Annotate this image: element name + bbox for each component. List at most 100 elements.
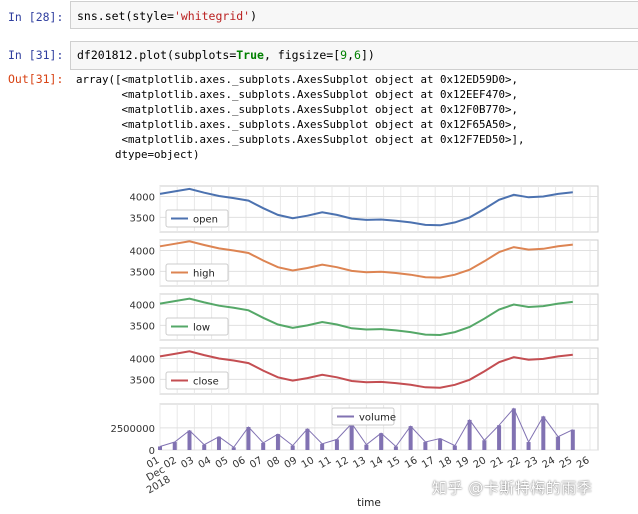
legend-box <box>331 407 395 426</box>
y-tick-label: 0 <box>149 446 155 457</box>
x-tick-label: 19 <box>455 455 472 471</box>
code-string: 'whitegrid' <box>173 9 251 23</box>
output-line: <matplotlib.axes._subplots.AxesSubplot o… <box>76 103 519 116</box>
code-text: sns.set(style= <box>77 9 174 23</box>
x-tick-label-line: 13 <box>351 455 368 471</box>
subplot-frame <box>159 347 599 395</box>
y-tick-label: 3500 <box>130 375 155 386</box>
subplot-open: 3500 4000 open <box>130 185 599 233</box>
subplot-high: 3500 4000 high <box>130 239 599 287</box>
x-tick-label-line: 17 <box>420 455 437 471</box>
series-line-open <box>159 187 573 227</box>
code-input-box[interactable]: sns.set(style='whitegrid') <box>70 1 638 29</box>
legend-label: open <box>193 215 218 226</box>
x-tick-label-line: 24 <box>541 455 558 471</box>
x-tick-label-line: 21 <box>489 455 506 471</box>
x-tick-label-line: 15 <box>386 455 403 471</box>
output-line: array([<matplotlib.axes._subplots.AxesSu… <box>76 73 519 86</box>
legend-label: high <box>193 269 215 280</box>
subplots-line-chart: 3500 4000 open 3500 4000 high 3500 4000 low 3500 4… <box>110 185 599 509</box>
x-tick-label-line: 23 <box>523 455 540 471</box>
y-tick-label: 3500 <box>130 267 155 278</box>
x-tick-label: 15 <box>386 455 403 471</box>
y-tick-label: 2500000 <box>110 424 155 435</box>
x-tick-label-line: 08 <box>265 455 282 471</box>
output-line: dtype=object) <box>76 148 200 161</box>
x-tick-label: 04 <box>197 455 214 471</box>
x-tick-label: 01Dec2018 <box>134 455 173 496</box>
x-tick-label: 13 <box>351 455 368 471</box>
y-tick-label: 3500 <box>130 321 155 332</box>
output-text: array([<matplotlib.axes._subplots.AxesSu… <box>76 72 525 162</box>
x-tick-label: 25 <box>558 455 575 471</box>
output-prompt: Out[31]: <box>8 72 64 86</box>
x-tick-label: 11 <box>317 455 334 471</box>
code-number: 9 <box>340 48 348 62</box>
x-tick-label-line: 19 <box>455 455 472 471</box>
output-line: <matplotlib.axes._subplots.AxesSubplot o… <box>76 133 525 146</box>
subplot-low: 3500 4000 low <box>130 293 599 341</box>
code-keyword: True <box>236 48 264 62</box>
code-number: 6 <box>354 48 361 62</box>
legend-label: volume <box>359 413 396 424</box>
x-tick-label-line: 16 <box>403 455 420 471</box>
x-tick-label: 21 <box>489 455 506 471</box>
x-tick-label: 10 <box>300 455 317 471</box>
x-tick-label: 03 <box>179 455 196 471</box>
x-tick-label-line: 14 <box>369 455 386 471</box>
x-tick-label-line: 25 <box>558 455 575 471</box>
subplot-frame <box>159 185 599 233</box>
code-cell-28[interactable]: In [28]: sns.set(style='whitegrid') <box>0 0 638 32</box>
code-text: [ <box>333 48 341 62</box>
subplot-close: 3500 4000 close <box>130 347 599 395</box>
code-line[interactable]: df201812.plot(subplots=True, figsize=[9,… <box>77 48 375 62</box>
code-text: , <box>347 48 355 62</box>
x-tick-label-line: 10 <box>300 455 317 471</box>
x-tick-label-line: 11 <box>317 455 334 471</box>
input-prompt: In [31]: <box>8 48 64 62</box>
code-cell-31[interactable]: In [31]: df201812.plot(subplots=True, fi… <box>0 41 638 70</box>
x-axis-label: time <box>357 497 381 509</box>
x-tick-label: 20 <box>472 455 489 471</box>
x-tick-label-line: 06 <box>231 455 248 471</box>
series-line-low <box>159 297 573 337</box>
code-input-box[interactable]: df201812.plot(subplots=True, figsize=[9,… <box>70 41 638 70</box>
output-line: <matplotlib.axes._subplots.AxesSubplot o… <box>76 118 519 131</box>
x-tick-label: 16 <box>403 455 420 471</box>
input-prompt: In [28]: <box>8 10 64 24</box>
x-tick-label: 12 <box>334 455 351 471</box>
x-tick-label-line: 07 <box>248 455 265 471</box>
x-tick-label-line: 02 <box>162 455 179 471</box>
series-line-close <box>159 350 573 389</box>
legend-label: close <box>193 377 219 388</box>
code-line[interactable]: sns.set(style='whitegrid') <box>77 9 257 23</box>
x-tick-label: 07 <box>248 455 265 471</box>
x-tick-label-line: 09 <box>283 455 300 471</box>
x-tick-label-line: 12 <box>334 455 351 471</box>
x-tick-label-line: 03 <box>179 455 196 471</box>
x-tick-label: 09 <box>283 455 300 471</box>
x-tick-label-line: 05 <box>214 455 231 471</box>
watermark: 知乎 @卡斯特梅的雨季 <box>432 479 593 497</box>
x-tick-label: 22 <box>506 455 523 471</box>
series-line-volume <box>159 407 574 448</box>
x-tick-label-line: 20 <box>472 455 489 471</box>
subplot-volume: 0 2500000 volume <box>110 403 599 457</box>
x-tick-label-line: 26 <box>575 455 592 471</box>
x-tick-label: 26 <box>575 455 592 471</box>
legend-box <box>165 209 229 228</box>
output-line: <matplotlib.axes._subplots.AxesSubplot o… <box>76 88 519 101</box>
x-tick-label: 23 <box>523 455 540 471</box>
legend-box <box>165 371 229 390</box>
code-text: , figsize= <box>263 48 334 62</box>
x-tick-label-line: 18 <box>437 455 454 471</box>
code-text: ] <box>360 48 368 62</box>
x-tick-label-line: 22 <box>506 455 523 471</box>
code-text: df201812.plot(subplots= <box>77 48 237 62</box>
legend-box <box>165 317 229 336</box>
y-tick-label: 4000 <box>130 192 155 203</box>
series-line-high <box>159 240 573 279</box>
x-tick-label: 17 <box>420 455 437 471</box>
y-tick-label: 4000 <box>130 246 155 257</box>
output-area: Out[31]: array([<matplotlib.axes._subplo… <box>0 70 638 514</box>
